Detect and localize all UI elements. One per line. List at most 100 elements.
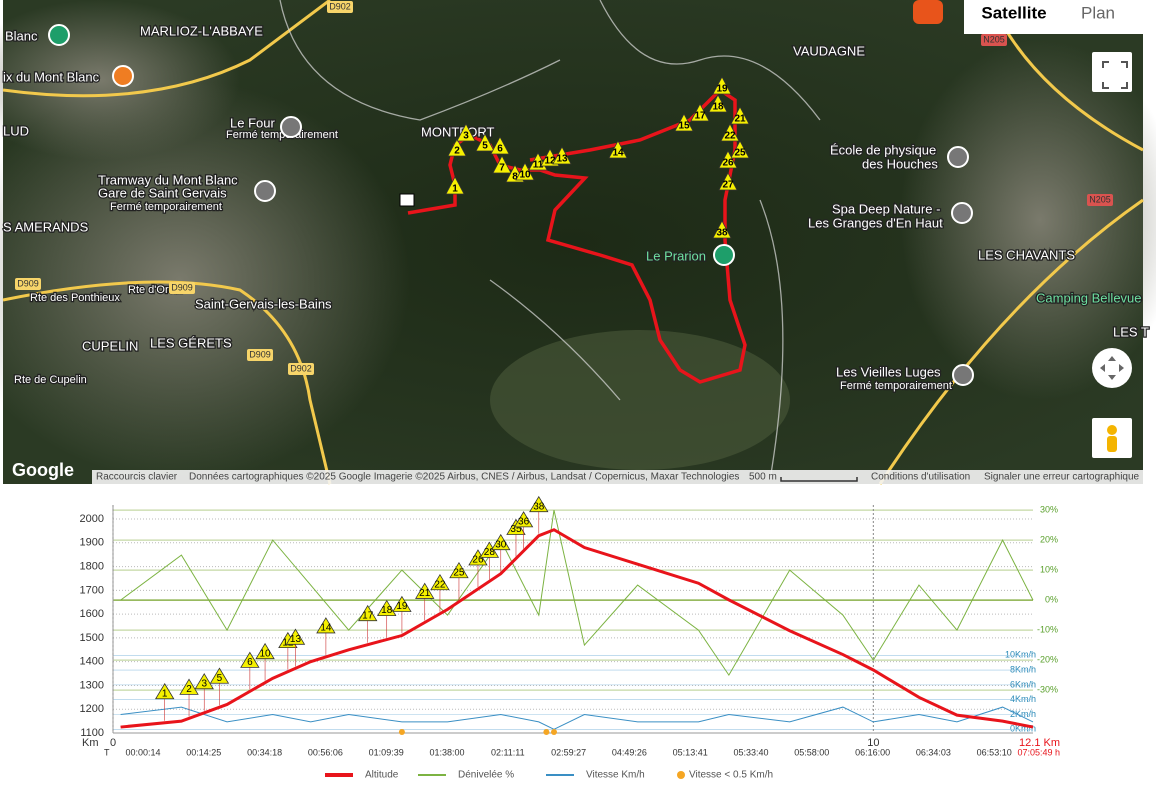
plan-button[interactable]: Plan [1081, 3, 1115, 22]
waypoint-label: 25 [453, 567, 465, 578]
pan-icon [1100, 356, 1124, 380]
waypoint-label: 10 [260, 648, 272, 659]
y2-tick-label: 10% [1040, 564, 1058, 574]
y3-tick-label: 8Km/h [1010, 664, 1036, 674]
waypoint-marker [712, 76, 732, 95]
y-tick-label: 1700 [80, 584, 104, 596]
place-label: VAUDAGNE [793, 43, 865, 58]
waypoint-label: 12 [544, 156, 556, 167]
poi-icon[interactable] [713, 244, 735, 266]
road-shield [327, 1, 353, 13]
time-label: 01:38:00 [429, 747, 464, 757]
waypoint-label: 21 [734, 114, 746, 125]
pan-control[interactable] [1092, 348, 1132, 388]
waypoint-marker [456, 123, 476, 142]
waypoint-label: 27 [722, 180, 734, 191]
x-tick-label: 10 [867, 737, 879, 749]
time-label: 02:59:27 [551, 747, 586, 757]
waypoint-marker [690, 103, 710, 122]
time-label: 06:16:00 [855, 747, 890, 757]
legend-swatch [677, 771, 685, 779]
meadow [490, 330, 790, 470]
road-label: D902 [290, 363, 312, 373]
time-label: 04:49:26 [612, 747, 647, 757]
map[interactable]: Blanc MARLIOZ-L'ABBAYE ix du Mont Blanc LUD… [0, 0, 1156, 485]
y3-tick-label: 4Km/h [1010, 694, 1036, 704]
waypoint-marker [415, 582, 435, 599]
road-label: D909 [17, 278, 39, 288]
pegman-icon [1107, 436, 1117, 452]
waypoint-label: 14 [320, 623, 332, 634]
waypoint-label: 15 [678, 121, 690, 132]
poi-icon[interactable] [254, 180, 276, 202]
place-label: Le Four [230, 115, 275, 130]
y-tick-label: 1100 [80, 727, 104, 739]
time-label: 00:00:14 [125, 747, 160, 757]
place-label: Spa Deep Nature - [832, 201, 940, 216]
waypoint-label: 11 [533, 160, 544, 171]
poi-icon[interactable] [112, 65, 134, 87]
waypoint-marker [179, 678, 199, 695]
place-label: LES CHAVANTS [978, 247, 1075, 262]
waypoint-marker [154, 682, 175, 700]
legend-label: Dénivelée % [458, 770, 514, 781]
waypoint-label: 30 [495, 539, 507, 550]
waypoint-marker [515, 162, 535, 181]
stop-marker [543, 729, 550, 735]
waypoint-label: 13 [290, 634, 302, 645]
poi-icon[interactable] [951, 202, 973, 224]
x-axis-label: Km [82, 737, 99, 749]
y2-tick-label: 20% [1040, 534, 1058, 544]
waypoint-label: 5 [217, 673, 223, 684]
road-label: N205 [983, 34, 1005, 44]
series-line [120, 528, 1034, 729]
waypoint-marker [529, 495, 549, 513]
poi-icon[interactable] [952, 364, 974, 386]
waypoint-marker [209, 667, 230, 684]
place-label: Rte des Ponthieux [30, 292, 120, 304]
legend-label: Vitesse Km/h [586, 770, 645, 781]
poi-icon[interactable] [947, 146, 969, 168]
place-label: S AMERANDS [3, 219, 89, 234]
waypoint-label: 1 [452, 184, 458, 195]
waypoint-label: 19 [716, 84, 728, 95]
place-label: Rte de Cupelin [14, 374, 87, 386]
waypoint-marker [718, 150, 738, 169]
waypoint-marker [194, 673, 214, 690]
waypoint-label: 36 [518, 517, 530, 528]
waypoint-label: 26 [472, 555, 484, 566]
place-label: Fermé temporairement [226, 129, 338, 141]
waypoint-marker [552, 146, 572, 165]
waypoint-marker [730, 140, 750, 159]
y3-tick-label: 0Km/h [1010, 724, 1036, 734]
place-label: CUPELIN [82, 338, 138, 353]
place-label: Les Vieilles Luges [836, 364, 941, 379]
road-shield [15, 278, 41, 290]
waypoint-label: 17 [694, 111, 706, 122]
y2-tick-label: -20% [1037, 654, 1058, 664]
poi-icon[interactable] [48, 24, 70, 46]
waypoint-label: 18 [381, 605, 393, 616]
poi-icon[interactable] [280, 116, 302, 138]
time-axis-label: T [104, 747, 110, 757]
place-label: Gare de Saint Gervais [98, 185, 227, 200]
y-tick-label: 1500 [80, 632, 104, 644]
waypoint-marker [513, 511, 534, 528]
waypoint-label: 22 [434, 579, 446, 590]
waypoint-label: 5 [482, 141, 488, 152]
road-shield [1087, 194, 1113, 206]
y3-tick-label: 2Km/h [1010, 709, 1036, 719]
satellite-button[interactable]: Satellite [981, 3, 1046, 22]
y2-tick-label: -10% [1037, 624, 1058, 634]
waypoint-marker [445, 176, 465, 195]
waypoint-marker [720, 123, 740, 142]
waypoint-marker [491, 533, 511, 551]
attribution-text: Signaler une erreur cartographique [984, 472, 1140, 483]
y-tick-label: 2000 [80, 513, 104, 525]
waypoint-marker [712, 220, 732, 239]
series-line [120, 706, 1034, 730]
pegman-icon [1107, 425, 1117, 435]
waypoint-marker [392, 595, 412, 612]
place-label: MARLIOZ-L'ABBAYE [140, 23, 263, 38]
waypoint-marker [449, 561, 469, 579]
